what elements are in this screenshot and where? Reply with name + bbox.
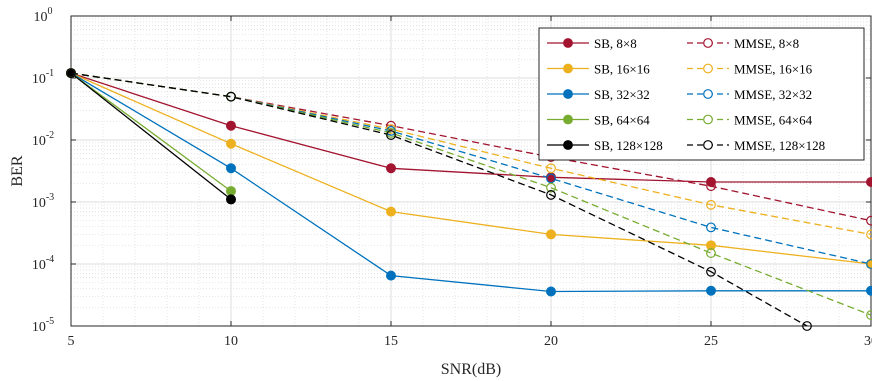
y-tick-label: 10-3 bbox=[32, 192, 54, 211]
x-axis-label: SNR(dB) bbox=[441, 361, 501, 378]
series-line-1 bbox=[71, 72, 871, 265]
legend-marker-1 bbox=[563, 63, 573, 74]
x-tick-label: 20 bbox=[544, 334, 558, 349]
data-point bbox=[866, 215, 872, 226]
data-point bbox=[546, 190, 556, 200]
legend-label-9: MMSE, 128×128 bbox=[734, 138, 825, 153]
y-tick-label: 10-1 bbox=[32, 68, 54, 87]
legend-marker-7 bbox=[703, 89, 713, 99]
legend-marker-0 bbox=[563, 38, 573, 48]
data-point bbox=[866, 259, 872, 269]
legend-label-3: SB, 64×64 bbox=[594, 113, 650, 128]
legend-marker-6 bbox=[703, 63, 713, 74]
data-point bbox=[706, 181, 716, 192]
series-line-9 bbox=[71, 72, 808, 326]
data-point bbox=[706, 240, 716, 251]
legend-label-7: MMSE, 32×32 bbox=[734, 87, 812, 102]
data-point bbox=[546, 182, 556, 193]
data-point bbox=[226, 91, 236, 102]
y-axis-label: BER bbox=[9, 155, 26, 186]
legend-marker-4 bbox=[563, 140, 573, 150]
legend-label-5: MMSE, 8×8 bbox=[734, 36, 799, 51]
x-tick-label: 25 bbox=[704, 334, 718, 349]
data-point bbox=[386, 120, 396, 131]
data-point bbox=[866, 310, 872, 320]
data-point bbox=[386, 163, 396, 174]
x-tick-label: 15 bbox=[384, 334, 398, 349]
series-line-2 bbox=[71, 72, 871, 293]
data-point bbox=[546, 229, 556, 240]
legend-label-0: SB, 8×8 bbox=[594, 36, 637, 51]
y-tick-label: 100 bbox=[34, 6, 53, 25]
legend-marker-9 bbox=[703, 140, 713, 150]
legend: SB, 8×8 SB, 16×16 SB, 32×32 SB, 64×64 SB, 12… bbox=[538, 27, 865, 161]
data-point bbox=[706, 199, 716, 210]
plot-frame bbox=[70, 15, 872, 327]
data-point bbox=[546, 163, 556, 174]
data-point bbox=[226, 120, 236, 131]
series-markers bbox=[66, 68, 872, 331]
data-point bbox=[226, 138, 236, 149]
data-point bbox=[226, 163, 236, 174]
data-point bbox=[226, 194, 236, 205]
legend-label-4: SB, 128×128 bbox=[594, 138, 663, 153]
legend-label-8: MMSE, 64×64 bbox=[734, 113, 813, 128]
x-tick-label: 5 bbox=[68, 334, 75, 349]
series-line-4 bbox=[71, 72, 232, 200]
series-line-3 bbox=[71, 72, 232, 192]
data-point bbox=[706, 222, 716, 233]
data-point bbox=[386, 206, 396, 217]
data-point bbox=[386, 130, 396, 140]
data-point bbox=[546, 173, 556, 184]
data-point bbox=[706, 266, 716, 277]
data-point bbox=[546, 286, 556, 297]
data-point bbox=[386, 270, 396, 281]
legend-marker-8 bbox=[703, 114, 713, 125]
legend-marker-2 bbox=[563, 89, 573, 99]
data-point bbox=[706, 285, 716, 296]
data-point bbox=[66, 68, 76, 78]
legend-marker-3 bbox=[563, 114, 573, 125]
data-point bbox=[226, 186, 236, 197]
legend-marker-5 bbox=[703, 38, 713, 48]
y-tick-label: 10-4 bbox=[32, 254, 54, 273]
y-tick-label: 10-5 bbox=[32, 316, 54, 335]
x-tick-label: 10 bbox=[224, 334, 238, 349]
x-tick-label: 30 bbox=[864, 334, 872, 349]
legend-label-2: SB, 32×32 bbox=[594, 87, 650, 102]
data-point bbox=[802, 321, 812, 331]
data-point bbox=[706, 248, 716, 258]
data-point bbox=[866, 177, 872, 188]
series-lines bbox=[71, 72, 871, 326]
legend-label-6: MMSE, 16×16 bbox=[734, 62, 813, 77]
data-point bbox=[866, 229, 872, 240]
y-tick-label: 10-2 bbox=[32, 130, 54, 149]
series-line-0 bbox=[71, 72, 871, 183]
legend-label-1: SB, 16×16 bbox=[594, 62, 650, 77]
axes: 5 10 15 20 25 30 100 10-1 10-2 10-3 10-4 10-5 bbox=[32, 6, 872, 349]
data-point bbox=[866, 285, 872, 296]
